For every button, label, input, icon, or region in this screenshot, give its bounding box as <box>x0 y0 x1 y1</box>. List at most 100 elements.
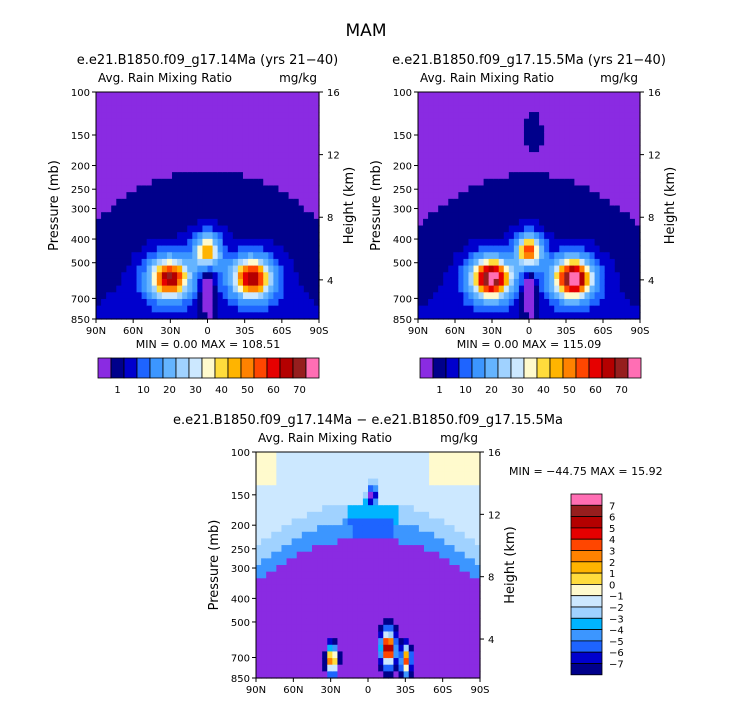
heatmap-cell <box>271 498 277 506</box>
heatmap-cell <box>458 92 465 100</box>
heatmap-cell <box>529 185 535 193</box>
heatmap-cell <box>116 285 122 293</box>
heatmap-cell <box>332 452 339 460</box>
y-tick-label: 150 <box>71 131 90 142</box>
heatmap-cell <box>433 125 439 133</box>
heatmap-cell <box>448 205 454 213</box>
heatmap-cell <box>151 292 158 300</box>
heatmap-cell <box>378 631 384 639</box>
colorbar-swatch <box>97 357 112 379</box>
heatmap-cell <box>428 165 434 173</box>
heatmap-cell <box>263 105 269 113</box>
heatmap-cell <box>291 611 298 619</box>
heatmap-cell <box>146 98 153 106</box>
heatmap-cell <box>301 465 308 473</box>
heatmap-cell <box>286 604 293 613</box>
heatmap-cell <box>444 558 451 566</box>
heatmap-cell <box>227 158 234 167</box>
heatmap-cell <box>227 272 234 280</box>
heatmap-cell <box>126 218 133 227</box>
heatmap-cell <box>459 518 466 526</box>
heatmap-cell <box>258 238 264 247</box>
heatmap-cell <box>444 598 451 606</box>
heatmap-cell <box>248 238 254 247</box>
heatmap-cell <box>271 565 277 573</box>
heatmap-cell <box>458 178 465 187</box>
heatmap-cell <box>357 631 364 639</box>
heatmap-cell <box>202 172 209 180</box>
heatmap-cell <box>298 192 305 200</box>
heatmap-cell <box>529 285 535 293</box>
heatmap-cell <box>483 218 490 227</box>
heatmap-cell <box>141 165 148 173</box>
heatmap-cell <box>624 138 631 147</box>
heatmap-cell <box>276 505 283 513</box>
heatmap-cell <box>383 611 389 619</box>
heatmap-cell <box>172 112 178 120</box>
heatmap-cell <box>398 538 405 546</box>
heatmap-cell <box>288 165 295 173</box>
heatmap-cell <box>212 152 219 160</box>
heatmap-cell <box>136 245 143 253</box>
heatmap-cell <box>488 152 495 160</box>
heatmap-cell <box>549 252 555 260</box>
heatmap-cell <box>434 631 440 639</box>
heatmap-cell <box>619 145 626 153</box>
heatmap-cell <box>413 498 420 506</box>
heatmap-cell <box>177 292 183 300</box>
heatmap-cell <box>439 452 445 460</box>
heatmap-cell <box>237 245 244 253</box>
heatmap-cell <box>291 631 298 639</box>
heatmap-cell <box>312 644 318 653</box>
heatmap-cell <box>263 185 269 193</box>
heatmap-cell <box>227 265 234 273</box>
heatmap-cell <box>534 285 540 293</box>
y-axis-right-label: Height (km) <box>503 526 518 603</box>
heatmap-cell <box>291 571 298 579</box>
colorbar-label: 40 <box>537 385 550 396</box>
heatmap-cell <box>111 245 117 253</box>
heatmap-cell <box>293 312 300 320</box>
heatmap-cell <box>574 132 581 140</box>
heatmap-cell <box>383 565 389 573</box>
heatmap-cell <box>352 651 359 659</box>
heatmap-cell <box>464 491 471 500</box>
y-right-tick-label: 4 <box>327 276 333 287</box>
heatmap-cell <box>584 98 591 106</box>
heatmap-cell <box>604 258 611 267</box>
y-tick-label: 300 <box>71 205 90 216</box>
heatmap-cell <box>444 671 451 679</box>
heatmap-cell <box>266 604 272 613</box>
heatmap-cell <box>614 205 621 213</box>
heatmap-cell <box>454 531 461 540</box>
heatmap-cell <box>453 178 459 187</box>
heatmap-cell <box>357 584 364 593</box>
heatmap-cell <box>281 584 288 593</box>
heatmap-cell <box>166 298 173 307</box>
heatmap-cell <box>459 478 466 486</box>
heatmap-cell <box>312 571 318 579</box>
heatmap-cell <box>373 558 379 566</box>
heatmap-cell <box>478 212 485 220</box>
heatmap-cell <box>136 285 143 293</box>
heatmap-cell <box>322 604 328 613</box>
heatmap-cell <box>498 192 505 200</box>
heatmap-cell <box>271 511 277 520</box>
heatmap-cell <box>293 132 300 140</box>
heatmap-cell <box>584 118 591 126</box>
y-right-tick-label: 8 <box>648 213 654 224</box>
heatmap-cell <box>529 178 535 187</box>
heatmap-cell <box>278 258 285 267</box>
heatmap-cell <box>237 98 244 106</box>
heatmap-cell <box>428 92 434 100</box>
heatmap-cell <box>518 212 525 220</box>
colorbar-label: 30 <box>189 385 202 396</box>
heatmap-cell <box>594 305 601 313</box>
heatmap-cell <box>268 218 274 227</box>
heatmap-cell <box>222 165 229 173</box>
heatmap-cell <box>322 505 328 513</box>
heatmap-cell <box>383 578 389 586</box>
heatmap-cell <box>242 298 249 307</box>
heatmap-cell <box>443 92 449 100</box>
heatmap-cell <box>459 531 466 540</box>
